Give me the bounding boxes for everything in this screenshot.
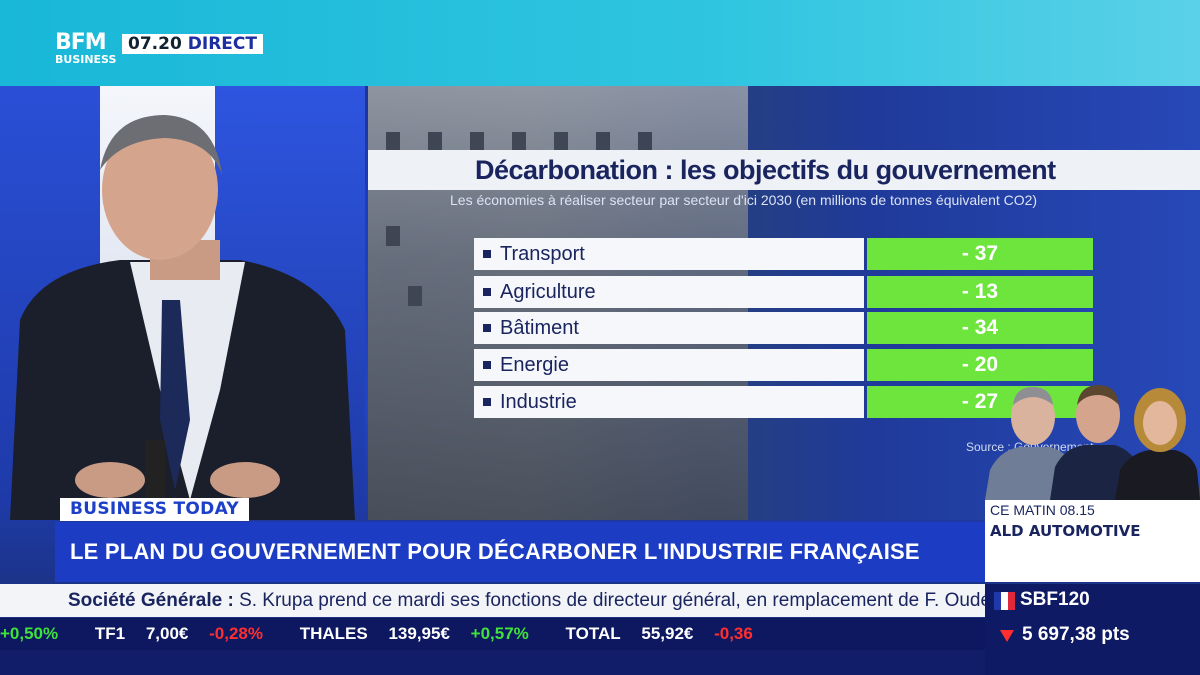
sector-label: Industrie xyxy=(500,391,577,413)
ticker-item: THALES 139,95€ +0,57% xyxy=(300,624,545,643)
sector-label: Transport xyxy=(500,243,585,265)
sector-label: Agriculture xyxy=(500,281,596,303)
sector-value: - 37 xyxy=(867,238,1093,270)
ticker-item: TF1 7,00€ -0,28% xyxy=(95,624,279,643)
graphic-subtitle: Les économies à réaliser secteur par sec… xyxy=(450,192,1038,208)
clock-time: 07.20 xyxy=(128,34,182,54)
sector-value: - 20 xyxy=(867,349,1093,381)
bottom-strip xyxy=(0,650,985,675)
ticker-change: -0,36 xyxy=(714,624,753,643)
news-crawl: Société Générale : S. Krupa prend ce mar… xyxy=(68,584,1007,617)
french-flag-icon xyxy=(994,592,1016,610)
ticker-name: TOTAL xyxy=(565,624,621,643)
bullet-icon xyxy=(483,398,491,406)
ticker-change: -0,28% xyxy=(209,624,263,643)
index-value: 5 697,38 pts xyxy=(1022,624,1130,645)
live-label: DIRECT xyxy=(187,34,257,54)
ticker-name: THALES xyxy=(299,624,368,643)
top-bar: BFM BUSINESS 07.20 DIRECT xyxy=(0,0,1200,86)
program-tag: BUSINESS TODAY xyxy=(60,498,250,521)
ticker-change: +0,57% xyxy=(470,624,529,643)
stock-ticker-bar xyxy=(0,618,985,650)
graphic-title: Décarbonation : les objectifs du gouvern… xyxy=(475,155,1056,185)
next-segment-box: CE MATIN 08.15 ALD AUTOMOTIVE xyxy=(985,500,1200,582)
infographic: Décarbonation : les objectifs du gouvern… xyxy=(368,86,1200,520)
ticker-price: 139,95€ xyxy=(388,624,450,643)
ticker-item: +0,50% xyxy=(0,624,74,643)
arrow-down-icon xyxy=(1000,630,1014,642)
news-company: Société Générale : xyxy=(68,590,234,611)
bullet-icon xyxy=(483,361,491,369)
ticker-change: +0,50% xyxy=(0,624,59,643)
headline: LE PLAN DU GOUVERNEMENT POUR DÉCARBONER … xyxy=(70,539,920,564)
stock-ticker: +0,50% TF1 7,00€ -0,28% THALES 139,95€ +… xyxy=(0,618,785,650)
bullet-icon xyxy=(483,324,491,332)
ticker-price: 7,00€ xyxy=(145,624,189,643)
sector-value: - 13 xyxy=(867,276,1093,308)
sector-value: - 27 xyxy=(867,386,1093,418)
next-segment-time: CE MATIN 08.15 xyxy=(990,502,1095,518)
sector-label: Bâtiment xyxy=(500,317,579,339)
ticker-item: TOTAL 55,92€ -0,36 xyxy=(566,624,769,643)
time-live-indicator: 07.20 DIRECT xyxy=(122,34,263,54)
ticker-name: TF1 xyxy=(94,624,126,643)
index-name: SBF120 xyxy=(1020,589,1090,610)
next-segment-guest: ALD AUTOMOTIVE xyxy=(990,522,1141,540)
bfm-business-logo: BFM BUSINESS xyxy=(55,30,117,66)
ticker-price: 55,92€ xyxy=(641,624,694,643)
speaker-video xyxy=(10,115,355,520)
sector-value: - 34 xyxy=(867,312,1093,344)
news-text: S. Krupa prend ce mardi ses fonctions de… xyxy=(239,590,1007,611)
sector-label: Energie xyxy=(500,354,569,376)
guests-thumbnail xyxy=(985,385,1200,500)
news-crawl-bar xyxy=(0,584,985,617)
bullet-icon xyxy=(483,250,491,258)
bullet-icon xyxy=(483,288,491,296)
graphic-title-bar xyxy=(368,150,1200,190)
index-box xyxy=(985,584,1200,675)
headline-bar xyxy=(55,522,985,582)
